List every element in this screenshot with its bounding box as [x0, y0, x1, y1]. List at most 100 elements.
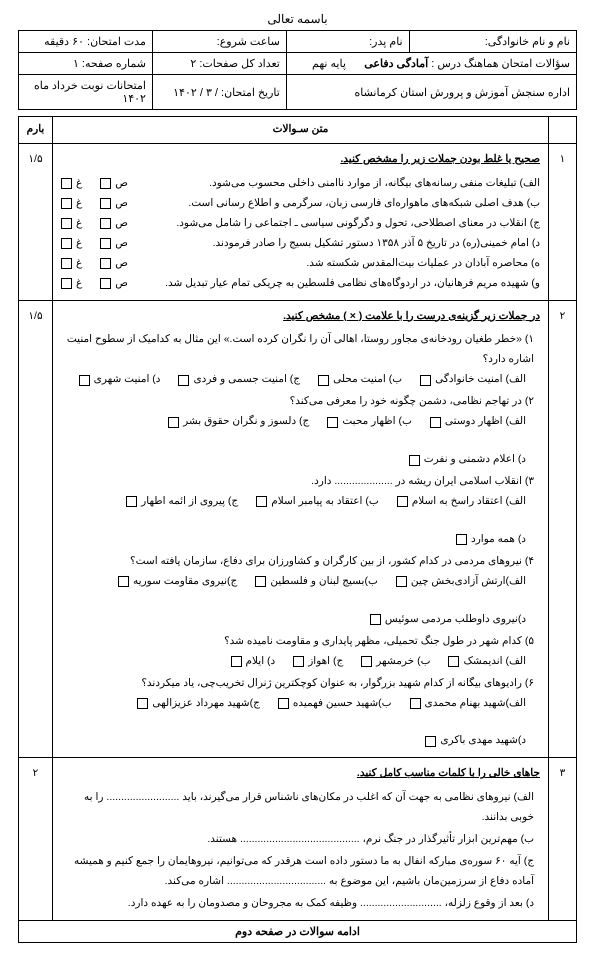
tf-row: ج) انقلاب در معنای اصطلاحی، تحول و دگرگو…: [61, 214, 540, 234]
checkbox-icon[interactable]: [410, 698, 421, 709]
q2-score: ۱/۵: [19, 300, 53, 758]
tf-row: الف) تبلیغات منفی رسانه‌های بیگانه، از م…: [61, 174, 540, 194]
tf-row: د) امام خمینی(ره) در تاریخ ۵ آذر ۱۳۵۸ دس…: [61, 234, 540, 254]
checkbox-icon[interactable]: [396, 576, 407, 587]
fill-blank-item: الف) نیروهای نظامی به جهت آن که اغلب در …: [61, 788, 534, 828]
checkbox-icon[interactable]: [397, 496, 408, 507]
mc-option[interactable]: د)شهید مهدی باکری: [425, 731, 526, 751]
mc-option[interactable]: ج)نیروی مقاومت سوریه: [118, 572, 237, 592]
checkbox-icon[interactable]: [255, 576, 266, 587]
mc-option[interactable]: د) امنیت شهری: [79, 370, 161, 390]
hdr-pages-label: تعداد کل صفحات:: [199, 58, 280, 70]
q1-title: صحیح یا غلط بودن جملات زیر را مشخص کنید.: [61, 150, 540, 170]
mc-option[interactable]: ب) امنیت محلی: [318, 370, 402, 390]
mc-text: ۴) نیروهای مردمی در کدام کشور، از بین کا…: [61, 552, 534, 572]
hdr-date-value: / ۳ / ۱۴۰۲: [173, 87, 218, 99]
mc-option[interactable]: الف)شهید بهنام محمدی: [410, 694, 526, 714]
checkbox-icon[interactable]: [278, 698, 289, 709]
mc-option[interactable]: د) اعلام دشمنی و نفرت: [409, 450, 526, 470]
mc-question: ۲) در تهاجم نظامی، دشمن چگونه خود را معر…: [61, 392, 534, 470]
checkbox-icon[interactable]: [430, 417, 441, 428]
mc-option[interactable]: ب)بسیج لبنان و فلسطین: [255, 572, 378, 592]
mc-question: ۶) رادیوهای بیگانه از کدام شهید بزرگوار،…: [61, 674, 534, 752]
checkbox-icon[interactable]: [100, 218, 111, 229]
choice-true[interactable]: ص: [100, 194, 128, 214]
mc-option[interactable]: د)نیروی داوطلب مردمی سوئیس: [370, 610, 526, 630]
hdr-term: امتحانات نوبت خرداد ماه ۱۴۰۲: [34, 80, 146, 105]
tf-text: ب) هدف اصلی شبکه‌های ماهواره‌ای فارسی زب…: [138, 194, 540, 214]
mc-text: ۱) «خطر طغیان رودخانه‌ی مجاور روستا، اها…: [61, 330, 534, 370]
mc-option[interactable]: د) همه موارد: [456, 530, 526, 550]
mc-option[interactable]: الف) اندیمشک: [448, 652, 526, 672]
mc-question: ۱) «خطر طغیان رودخانه‌ی مجاور روستا، اها…: [61, 330, 534, 390]
choice-false[interactable]: غ: [61, 254, 82, 274]
mc-option[interactable]: ج)شهید مهرداد عزیزالهی: [137, 694, 259, 714]
checkbox-icon[interactable]: [61, 198, 72, 209]
tf-text: ج) انقلاب در معنای اصطلاحی، تحول و دگرگو…: [138, 214, 540, 234]
mc-option[interactable]: الف)ارتش آزادی‌بخش چین: [396, 572, 526, 592]
checkbox-icon[interactable]: [100, 198, 111, 209]
checkbox-icon[interactable]: [168, 417, 179, 428]
q2-num: ۲: [549, 300, 577, 758]
checkbox-icon[interactable]: [100, 278, 111, 289]
checkbox-icon[interactable]: [100, 258, 111, 269]
checkbox-icon[interactable]: [256, 496, 267, 507]
checkbox-icon[interactable]: [425, 736, 436, 747]
checkbox-icon[interactable]: [61, 258, 72, 269]
checkbox-icon[interactable]: [126, 496, 137, 507]
mc-option[interactable]: ب) اعتقاد به پیامبر اسلام: [256, 492, 379, 512]
checkbox-icon[interactable]: [456, 534, 467, 545]
mc-option[interactable]: ب) خرمشهر: [361, 652, 430, 672]
checkbox-icon[interactable]: [448, 656, 459, 667]
checkbox-icon[interactable]: [293, 656, 304, 667]
checkbox-icon[interactable]: [327, 417, 338, 428]
checkbox-icon[interactable]: [409, 455, 420, 466]
q1-body: صحیح یا غلط بودن جملات زیر را مشخص کنید.…: [53, 143, 549, 300]
checkbox-icon[interactable]: [137, 698, 148, 709]
checkbox-icon[interactable]: [420, 375, 431, 386]
mc-option[interactable]: ج) پیروی از ائمه اطهار: [126, 492, 238, 512]
checkbox-icon[interactable]: [79, 375, 90, 386]
checkbox-icon[interactable]: [178, 375, 189, 386]
checkbox-icon[interactable]: [318, 375, 329, 386]
checkbox-icon[interactable]: [61, 238, 72, 249]
checkbox-icon[interactable]: [118, 576, 129, 587]
choice-true[interactable]: ص: [100, 214, 128, 234]
checkbox-icon[interactable]: [361, 656, 372, 667]
choice-true[interactable]: ص: [100, 274, 128, 294]
tf-row: ه) محاصره آبادان در عملیات بیت‌المقدس شک…: [61, 254, 540, 274]
choice-true[interactable]: ص: [100, 254, 128, 274]
mc-option[interactable]: ب)شهید حسین فهمیده: [278, 694, 392, 714]
col-score-header: بارم: [19, 117, 53, 144]
choice-false[interactable]: غ: [61, 234, 82, 254]
fill-blank-item: ج) آیه ۶۰ سوره‌ی مبارکه انفال به ما دستو…: [61, 852, 534, 892]
checkbox-icon[interactable]: [61, 278, 72, 289]
choice-false[interactable]: غ: [61, 274, 82, 294]
mc-option[interactable]: ج) اهواز: [293, 652, 343, 672]
mc-option[interactable]: ب) اظهار محبت: [327, 412, 411, 432]
mc-option[interactable]: د) ایلام: [231, 652, 276, 672]
mc-option[interactable]: الف) امنیت خانوادگی: [420, 370, 526, 390]
choice-false[interactable]: غ: [61, 194, 82, 214]
tf-text: ه) محاصره آبادان در عملیات بیت‌المقدس شک…: [138, 254, 540, 274]
mc-option[interactable]: الف) اعتقاد راسخ به اسلام: [397, 492, 526, 512]
choice-false[interactable]: غ: [61, 174, 82, 194]
choice-true[interactable]: ص: [100, 174, 128, 194]
mc-option[interactable]: ج) دلسوز و نگران حقوق بشر: [168, 412, 309, 432]
mc-option[interactable]: ج) امنیت جسمی و فردی: [178, 370, 300, 390]
checkbox-icon[interactable]: [231, 656, 242, 667]
checkbox-icon[interactable]: [370, 614, 381, 625]
mc-text: ۲) در تهاجم نظامی، دشمن چگونه خود را معر…: [61, 392, 534, 412]
mc-option[interactable]: الف) اظهار دوستی: [430, 412, 526, 432]
choice-true[interactable]: ص: [100, 234, 128, 254]
checkbox-icon[interactable]: [100, 178, 111, 189]
footer-note: ادامه سوالات در صفحه دوم: [18, 921, 577, 943]
q3-num: ۳: [549, 758, 577, 921]
hdr-name-label: نام و نام خانوادگی:: [485, 36, 570, 48]
checkbox-icon[interactable]: [100, 238, 111, 249]
choice-false[interactable]: غ: [61, 214, 82, 234]
q3-title: جاهای خالی را با کلمات مناسب کامل کنید.: [61, 764, 540, 784]
checkbox-icon[interactable]: [61, 218, 72, 229]
checkbox-icon[interactable]: [61, 178, 72, 189]
q2-body: در جملات زیر گزینه‌ی درست را با علامت ( …: [53, 300, 549, 758]
